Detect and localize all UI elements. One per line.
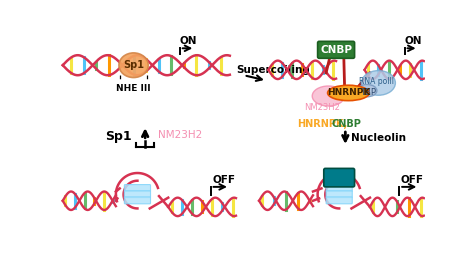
Text: HNRNPK,: HNRNPK, (298, 119, 348, 129)
Text: ON: ON (180, 36, 197, 46)
FancyBboxPatch shape (326, 191, 352, 198)
Text: OFF: OFF (401, 175, 424, 185)
Text: NM23H2: NM23H2 (158, 130, 202, 140)
Ellipse shape (312, 86, 345, 106)
Ellipse shape (362, 71, 395, 95)
Text: Nucleolin: Nucleolin (352, 133, 407, 143)
FancyBboxPatch shape (124, 185, 151, 192)
Text: NHE III: NHE III (116, 84, 151, 93)
Text: RNA polII: RNA polII (359, 77, 394, 86)
Text: Supercoiling: Supercoiling (236, 65, 310, 75)
FancyBboxPatch shape (318, 41, 355, 58)
FancyBboxPatch shape (326, 197, 352, 204)
Text: CNBP: CNBP (331, 119, 361, 129)
Ellipse shape (357, 84, 377, 97)
FancyBboxPatch shape (326, 185, 352, 192)
FancyBboxPatch shape (124, 197, 151, 204)
Text: CNBP: CNBP (320, 45, 352, 55)
Text: Sp1: Sp1 (123, 60, 144, 70)
Text: ON: ON (405, 36, 422, 46)
Ellipse shape (328, 85, 369, 101)
Text: OFF: OFF (212, 175, 235, 185)
Text: TBP: TBP (360, 88, 376, 97)
Text: HNRNPK: HNRNPK (327, 89, 370, 98)
Text: NM23H2: NM23H2 (304, 103, 340, 112)
Text: Sp1: Sp1 (105, 130, 131, 143)
FancyBboxPatch shape (124, 191, 151, 198)
FancyBboxPatch shape (324, 169, 355, 187)
Ellipse shape (119, 53, 148, 78)
